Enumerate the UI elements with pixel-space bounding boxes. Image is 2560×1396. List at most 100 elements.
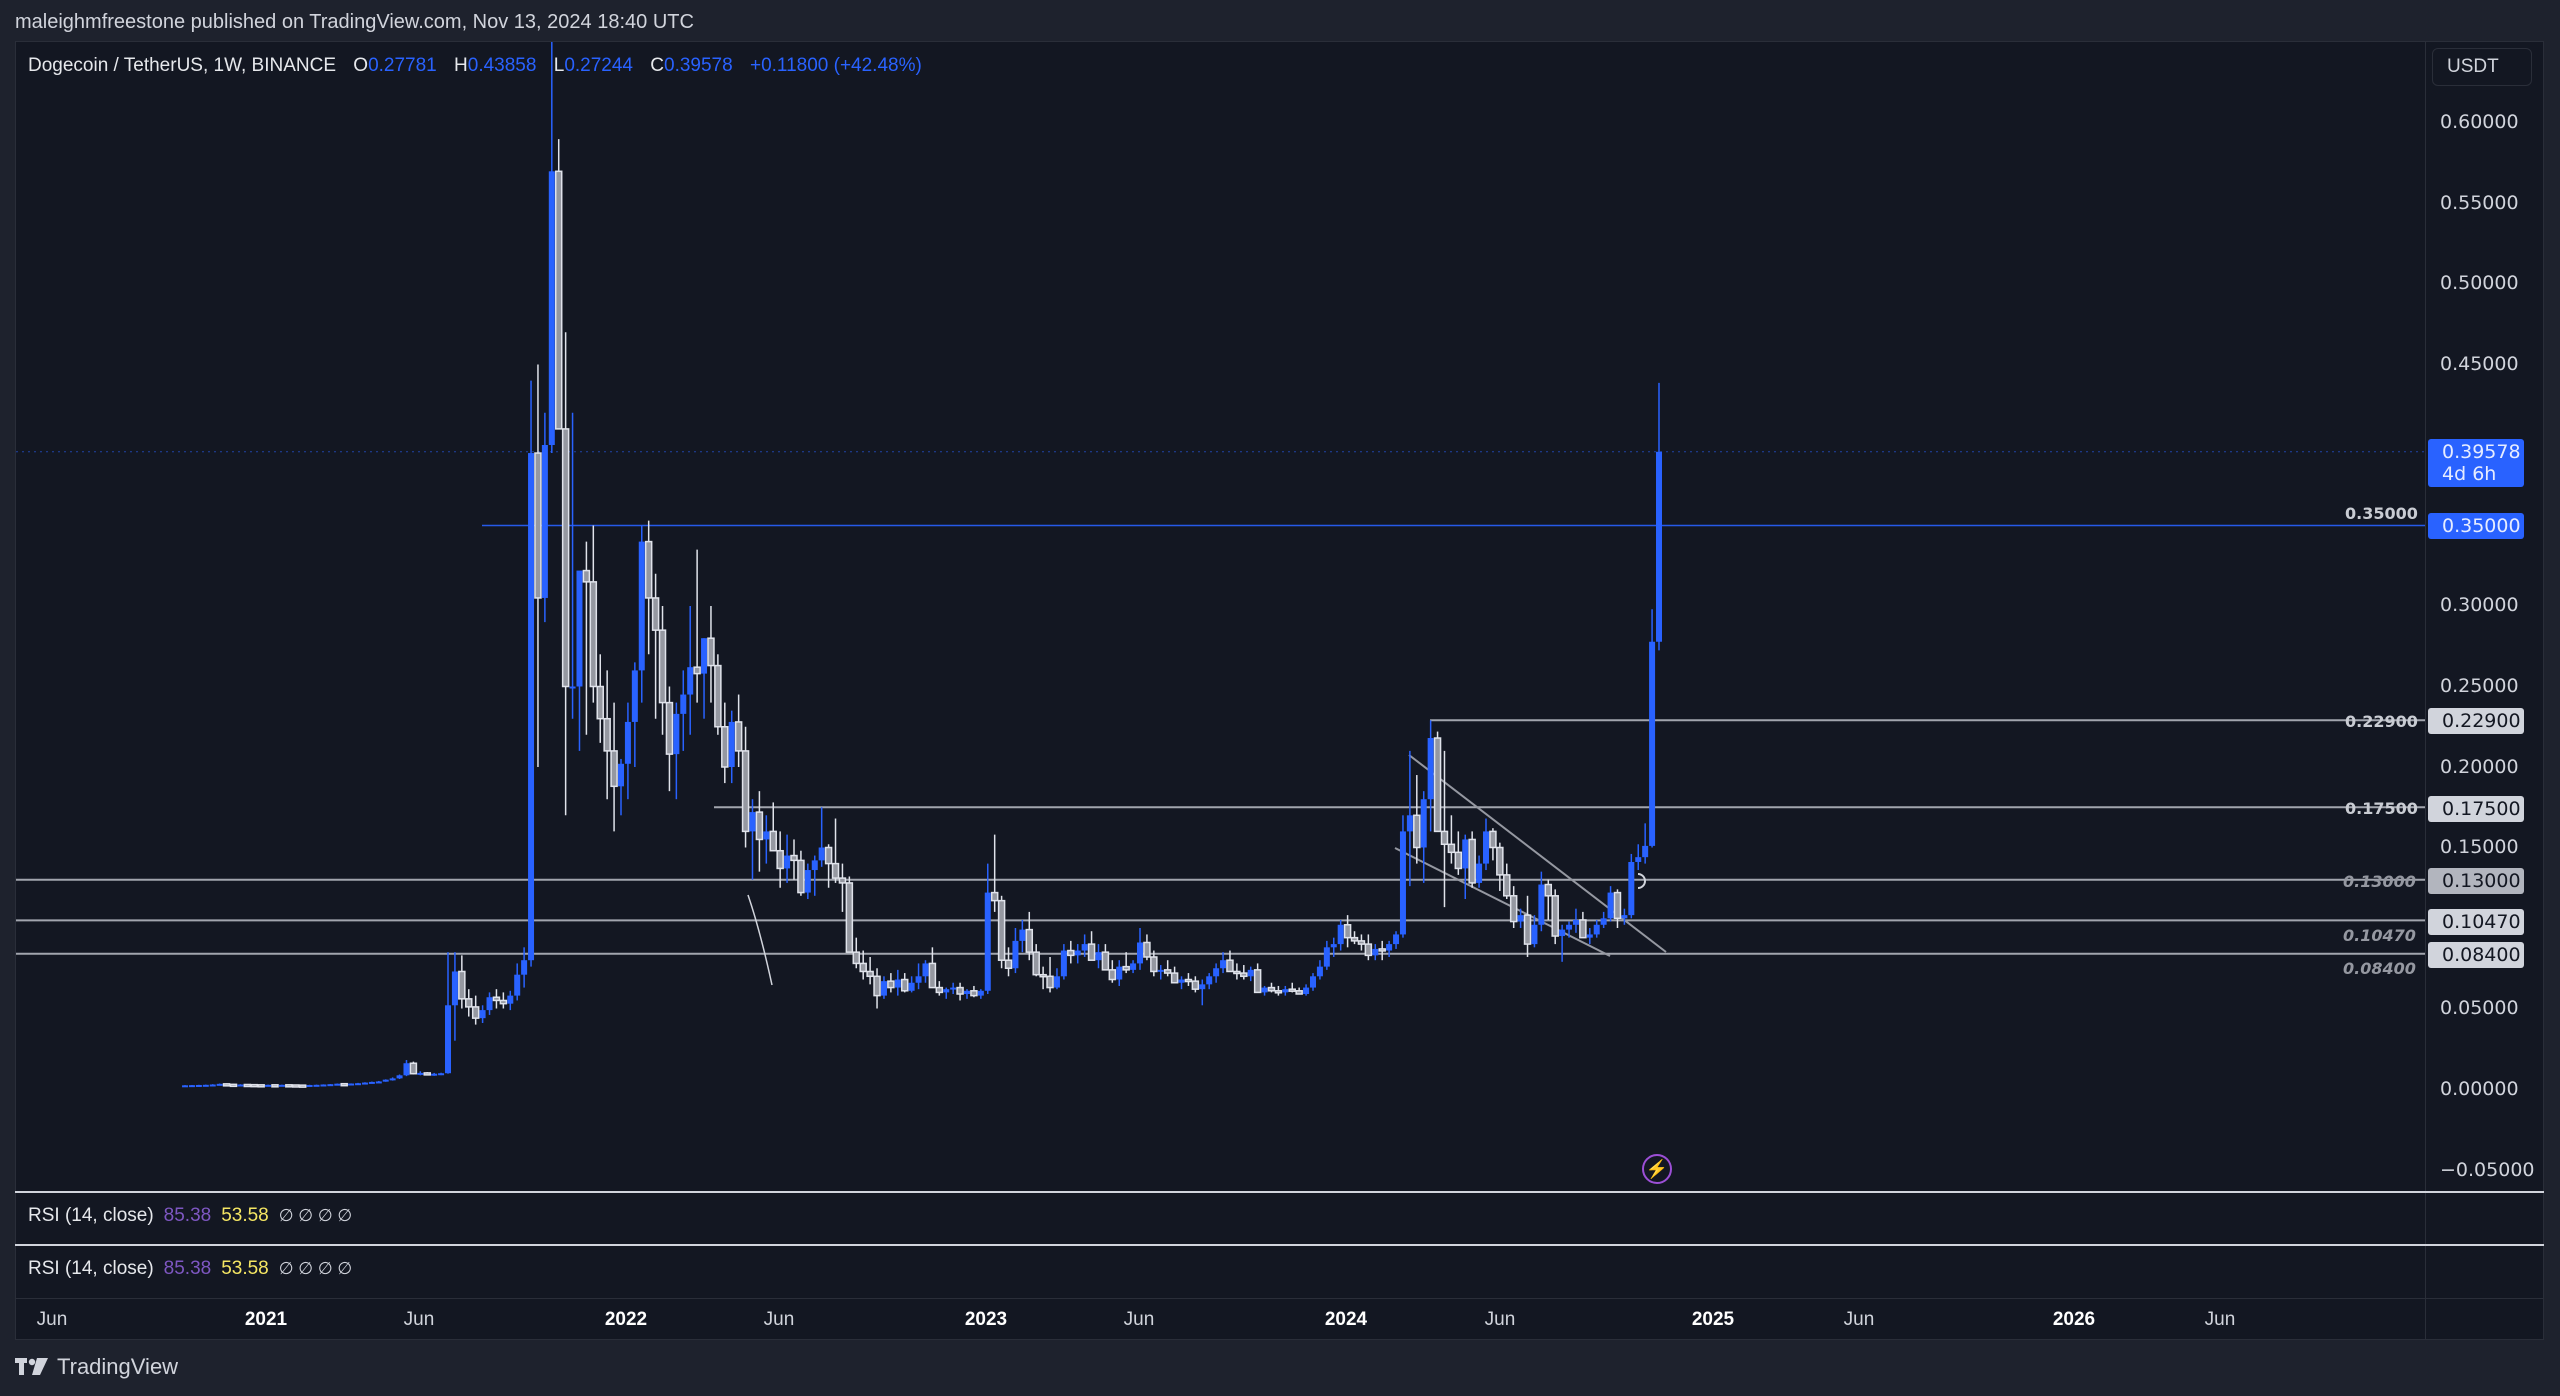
- price-axis-label: 0.00000: [2440, 1078, 2519, 1100]
- candle-body: [1012, 940, 1019, 969]
- candle-body: [1019, 929, 1026, 941]
- candle-body: [1357, 940, 1366, 945]
- candle-body: [1074, 950, 1081, 956]
- candle-body: [1386, 944, 1393, 951]
- candle-body: [409, 1062, 418, 1075]
- candle-body: [1170, 972, 1179, 984]
- candle-body: [935, 986, 944, 994]
- line-label-0229: 0.22900: [2345, 712, 2418, 731]
- lightning-icon[interactable]: ⚡: [1642, 1154, 1672, 1184]
- candle-body: [423, 1072, 431, 1076]
- candle-body: [1503, 874, 1511, 897]
- time-axis-label: Jun: [763, 1309, 795, 1330]
- candle-body: [1267, 986, 1276, 992]
- time-axis[interactable]: Jun 2021 Jun 2022 Jun 2023 Jun 2024 Jun 2025 Jun 20…: [15, 1298, 2544, 1341]
- candle-body: [943, 989, 950, 993]
- candle-body: [915, 976, 922, 983]
- candle-body: [873, 975, 881, 997]
- candle-body: [237, 1084, 244, 1087]
- candle-body: [355, 1083, 362, 1086]
- candle-body: [1143, 941, 1151, 958]
- candle-body: [1642, 845, 1649, 858]
- candle-body: [1447, 843, 1456, 854]
- candle-body: [1295, 990, 1303, 995]
- candle-body: [1087, 943, 1096, 961]
- candle-body: [880, 981, 887, 996]
- candle-body: [997, 899, 1006, 961]
- candle-body: [1656, 451, 1662, 642]
- rsi-legend-1[interactable]: RSI (14, close) 85.38 53.58 ∅ ∅ ∅ ∅: [28, 1205, 352, 1227]
- rsi-legend-2[interactable]: RSI (14, close) 85.38 53.58 ∅ ∅ ∅ ∅: [28, 1258, 352, 1280]
- candle-body: [1454, 851, 1463, 870]
- candle-body: [1253, 969, 1262, 994]
- candle-body: [1462, 839, 1469, 869]
- candle-body: [603, 717, 611, 752]
- candle-body: [195, 1084, 202, 1087]
- symbol-title[interactable]: Dogecoin / TetherUS, 1W, BINANCE: [28, 55, 336, 76]
- candle-body: [382, 1079, 389, 1082]
- candle-body: [964, 990, 970, 995]
- candle-body: [984, 892, 991, 991]
- candle-body: [1337, 924, 1344, 945]
- candle-body: [1551, 895, 1559, 937]
- rsi-name: RSI (14, close): [28, 1205, 154, 1226]
- candle-body: [465, 998, 473, 1008]
- pane-separator[interactable]: [15, 1244, 2544, 1246]
- candle-body: [977, 990, 984, 996]
- candle-body: [361, 1082, 368, 1085]
- last-price-value: 0.39578: [2442, 441, 2521, 463]
- rsi-name: RSI (14, close): [28, 1258, 154, 1279]
- time-axis-label: Jun: [1484, 1309, 1516, 1330]
- line-label-013: 0.13000: [2343, 872, 2416, 891]
- candle-body: [1004, 959, 1013, 970]
- candle-body: [1433, 737, 1442, 833]
- pane-separator[interactable]: [15, 1191, 2544, 1193]
- close-label: C: [650, 55, 665, 76]
- candle-body: [1067, 949, 1075, 957]
- line-label-0084: 0.08400: [2343, 959, 2416, 978]
- trendline-lower: [1394, 847, 1611, 957]
- time-axis-label: Jun: [1843, 1309, 1875, 1330]
- rsi-value: 85.38: [163, 1205, 212, 1226]
- candle-body: [1226, 959, 1234, 973]
- candle-body: [784, 855, 791, 869]
- price-axis-label: 0.25000: [2440, 675, 2519, 697]
- candle-body: [755, 811, 764, 841]
- candle-body: [701, 638, 708, 674]
- price-axis-label: 0.60000: [2440, 111, 2519, 133]
- candle-body: [769, 830, 777, 852]
- line-label-01047: 0.10470: [2343, 926, 2416, 945]
- price-axis-label: 0.55000: [2440, 192, 2519, 214]
- candle-body: [1039, 973, 1047, 978]
- chart-frame[interactable]: [15, 41, 2544, 1340]
- currency-button[interactable]: USDT: [2432, 48, 2532, 86]
- candle-body: [243, 1083, 252, 1088]
- candle-body: [499, 999, 508, 1005]
- candle-body: [596, 685, 604, 720]
- candle-body: [285, 1084, 293, 1088]
- candle-body: [479, 1010, 486, 1019]
- candle-body: [1032, 951, 1040, 976]
- candle-body: [1288, 988, 1296, 992]
- candle-body: [1081, 944, 1088, 951]
- candle-body: [1399, 831, 1406, 935]
- high-value: 0.43858: [467, 55, 537, 76]
- candle-body: [838, 877, 847, 884]
- candle-body: [417, 1072, 424, 1075]
- candle-body: [818, 847, 825, 861]
- trendline-upper: [1408, 754, 1667, 953]
- drawn-curve: [747, 894, 773, 986]
- candle-body: [763, 831, 770, 840]
- candle-body: [900, 978, 909, 992]
- candle-body: [521, 960, 528, 975]
- high-label: H: [454, 55, 468, 76]
- candle-body: [680, 694, 687, 714]
- candle-body: [1330, 944, 1337, 948]
- candle-body: [1350, 936, 1359, 942]
- candle-body: [1184, 978, 1193, 983]
- candle-body: [431, 1073, 438, 1076]
- candle-body: [811, 860, 818, 871]
- candle-body: [1509, 895, 1518, 923]
- rsi-value: 85.38: [163, 1258, 212, 1279]
